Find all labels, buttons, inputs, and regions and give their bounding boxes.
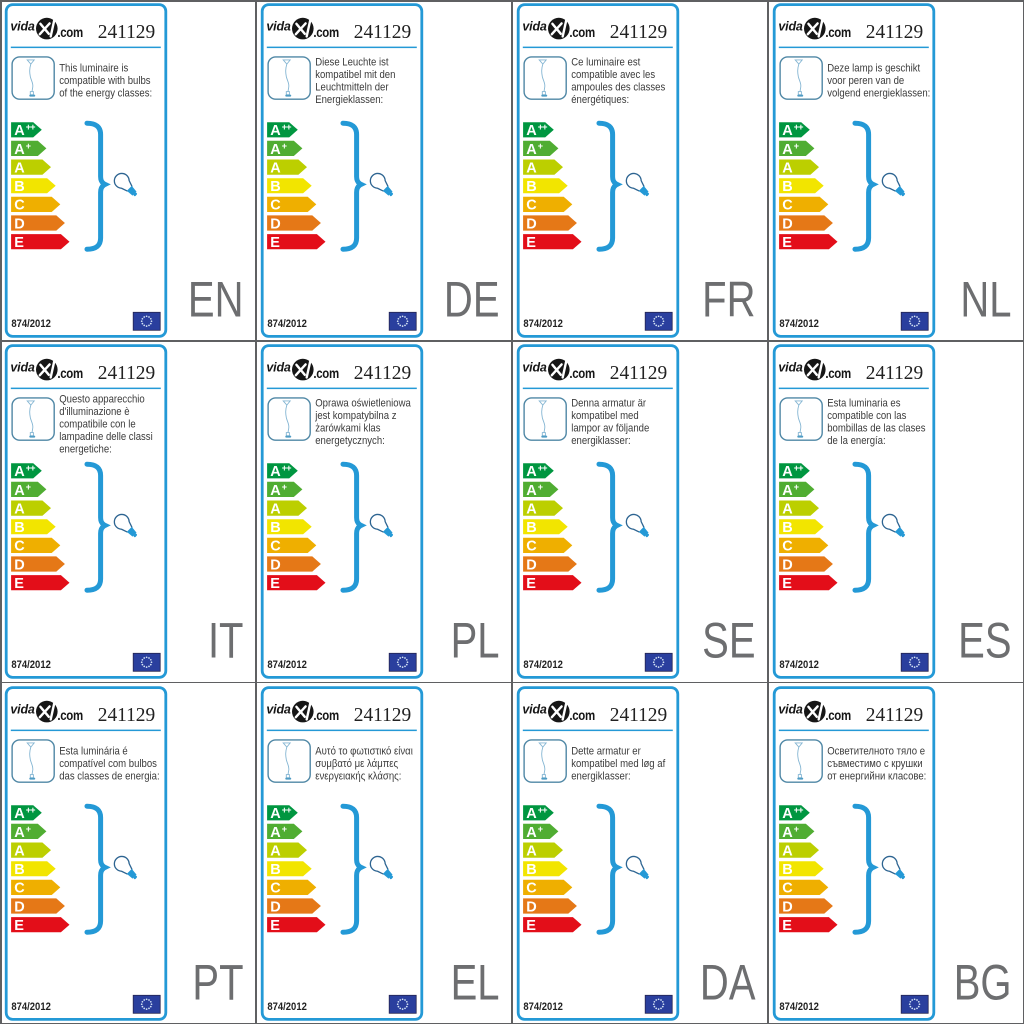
svg-text:jest kompatybilna z: jest kompatybilna z	[314, 411, 396, 423]
svg-text:kompatibel med løg af: kompatibel med løg af	[571, 758, 665, 770]
svg-text:IT: IT	[208, 613, 244, 669]
svg-text:lampor av följande: lampor av följande	[571, 423, 649, 435]
svg-text:żarówkami klas: żarówkami klas	[315, 423, 380, 435]
svg-text:Diese Leuchte ist: Diese Leuchte ist	[315, 57, 388, 69]
svg-text:de la energía:: de la energía:	[827, 436, 885, 448]
svg-text:compatible avec les: compatible avec les	[571, 69, 655, 81]
svg-text:kompatibel med: kompatibel med	[571, 411, 639, 423]
svg-text:EN: EN	[188, 271, 244, 327]
svg-text:съвместимо с крушки: съвместимо с крушки	[827, 758, 923, 770]
svg-text:FR: FR	[702, 271, 755, 327]
svg-text:DA: DA	[700, 954, 756, 1010]
svg-text:BG: BG	[954, 954, 1012, 1010]
svg-text:ampoules des classes: ampoules des classes	[571, 82, 665, 94]
svg-text:Dette armatur er: Dette armatur er	[571, 746, 641, 758]
svg-text:от енергийни класове:: от енергийни класове:	[827, 771, 926, 783]
svg-text:Ce luminaire est: Ce luminaire est	[571, 57, 640, 69]
svg-text:kompatibel mit den: kompatibel mit den	[315, 69, 395, 81]
svg-text:Oprawa oświetleniowa: Oprawa oświetleniowa	[315, 398, 411, 410]
svg-text:compatible with bulbs: compatible with bulbs	[59, 75, 150, 87]
svg-text:énergétiques:: énergétiques:	[571, 94, 629, 106]
svg-text:συμβατό με λάμπες: συμβατό με λάμπες	[315, 757, 398, 770]
svg-text:DE: DE	[444, 271, 500, 327]
svg-text:Esta luminaria es: Esta luminaria es	[827, 398, 900, 410]
svg-text:compatible con las: compatible con las	[827, 411, 906, 423]
svg-text:compatível com bulbos: compatível com bulbos	[59, 758, 157, 770]
svg-text:volgend energieklassen:: volgend energieklassen:	[827, 88, 930, 100]
svg-text:NL: NL	[960, 271, 1011, 327]
svg-text:lampadine delle classi: lampadine delle classi	[59, 432, 153, 444]
svg-text:bombillas de las clases: bombillas de las clases	[827, 423, 925, 435]
svg-text:EL: EL	[451, 954, 500, 1010]
svg-text:energetycznych:: energetycznych:	[315, 436, 385, 448]
svg-text:energiklasser:: energiklasser:	[571, 436, 631, 448]
svg-text:Esta luminária é: Esta luminária é	[59, 746, 128, 758]
svg-text:ES: ES	[958, 613, 1011, 669]
svg-text:Deze lamp is geschikt: Deze lamp is geschikt	[827, 63, 920, 75]
svg-text:SE: SE	[702, 613, 755, 669]
svg-text:d'illuminazione è: d'illuminazione è	[59, 407, 130, 419]
svg-text:Energieklassen:: Energieklassen:	[315, 94, 383, 106]
svg-text:Denna armatur är: Denna armatur är	[571, 398, 646, 410]
svg-text:compatibile con le: compatibile con le	[59, 419, 136, 431]
svg-text:PT: PT	[192, 954, 243, 1010]
svg-text:This luminaire is: This luminaire is	[59, 63, 128, 75]
svg-text:ενεργειακής κλάσης:: ενεργειακής κλάσης:	[315, 770, 401, 783]
svg-text:energetiche:: energetiche:	[59, 444, 112, 456]
svg-text:das classes de energia:: das classes de energia:	[59, 771, 159, 783]
svg-text:energiklasser:: energiklasser:	[571, 771, 631, 783]
svg-text:of the energy classes:: of the energy classes:	[59, 88, 152, 100]
svg-text:Осветителното тяло е: Осветителното тяло е	[827, 746, 925, 758]
svg-text:PL: PL	[451, 613, 500, 669]
svg-text:Questo apparecchio: Questo apparecchio	[59, 394, 145, 406]
svg-text:Leuchtmitteln der: Leuchtmitteln der	[315, 82, 389, 94]
svg-text:voor peren van de: voor peren van de	[827, 75, 904, 87]
svg-text:Αυτό το φωτιστικό είναι: Αυτό το φωτιστικό είναι	[315, 745, 413, 758]
